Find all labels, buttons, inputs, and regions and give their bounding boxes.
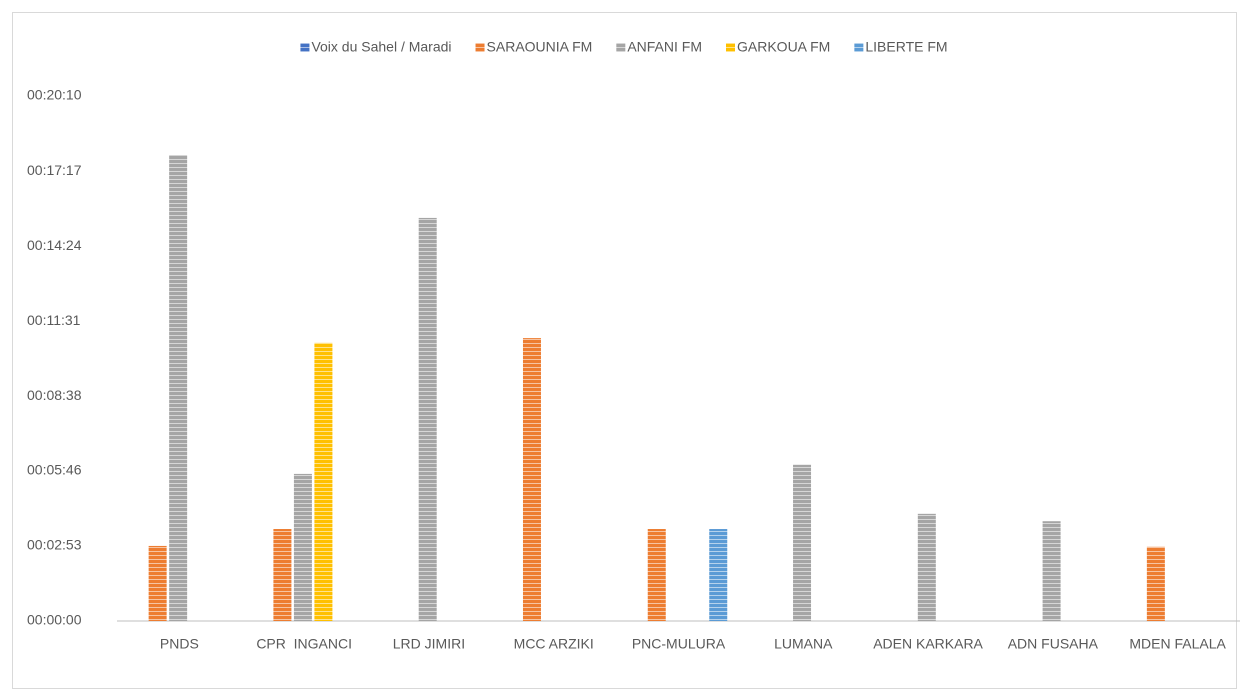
legend-swatch [726, 43, 735, 52]
bar [1146, 546, 1165, 621]
y-tick-label: 00:17:17 [27, 162, 82, 178]
legend-label: SARAOUNIA FM [487, 39, 593, 55]
y-tick-label: 00:05:46 [27, 462, 82, 478]
legend-label: GARKOUA FM [737, 39, 830, 55]
bar [169, 155, 188, 621]
legend-swatch [300, 43, 310, 52]
legend-swatch [475, 43, 485, 52]
bar [418, 217, 437, 621]
chart-frame [12, 12, 1237, 689]
y-tick-label: 00:02:53 [27, 537, 82, 553]
x-tick-label: MDEN FALALA [1129, 636, 1226, 652]
y-tick-label: 00:08:38 [27, 387, 82, 403]
x-tick-label: ADN FUSAHA [1008, 636, 1099, 652]
bar [314, 342, 333, 621]
bar [793, 464, 812, 621]
y-tick-label: 00:11:31 [27, 312, 81, 328]
legend-swatch [854, 43, 864, 52]
x-tick-label: PNDS [160, 636, 199, 652]
x-tick-label: CPR INGANCI [256, 636, 352, 652]
x-tick-label: PNC-MULURA [632, 636, 726, 652]
bar [709, 529, 728, 621]
legend-swatch [616, 43, 626, 52]
bar [1042, 521, 1061, 621]
bar [273, 529, 292, 621]
bar [917, 513, 936, 621]
x-tick-label: MCC ARZIKI [514, 636, 594, 652]
x-tick-label: ADEN KARKARA [873, 636, 983, 652]
legend-label: Voix du Sahel / Maradi [311, 39, 451, 55]
y-tick-label: 00:20:10 [27, 87, 82, 103]
legend: Voix du Sahel / Maradi SARAOUNIA FM ANFANI… [300, 39, 948, 55]
bar [293, 473, 312, 621]
bar [148, 545, 167, 621]
bar [647, 529, 666, 621]
legend-label: LIBERTE FM [865, 39, 947, 55]
bar [522, 338, 541, 621]
legend-label: ANFANI FM [627, 39, 702, 55]
x-tick-label: LUMANA [774, 636, 833, 652]
y-tick-label: 00:14:24 [27, 237, 82, 253]
y-tick-label: 00:00:00 [27, 612, 82, 628]
x-tick-label: LRD JIMIRI [393, 636, 465, 652]
